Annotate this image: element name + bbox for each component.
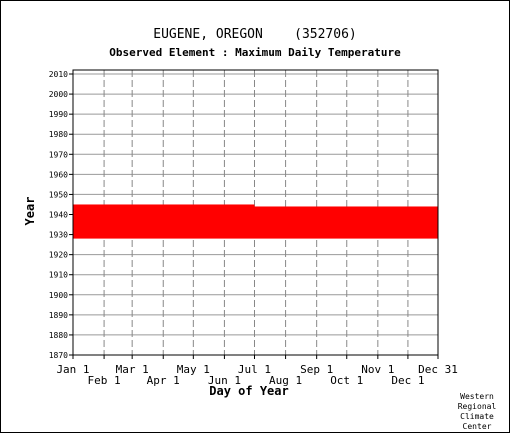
data-layer [73,204,438,239]
x-tick-label: Aug 1 [269,374,302,387]
y-tick-label: 2000 [49,90,68,99]
y-axis-label: Year [23,197,37,226]
x-tick-label: Jan 1 [56,363,89,376]
plot-border [72,69,439,356]
credit-block: Western Regional Climate Center [458,392,497,431]
y-tick-label: 1910 [49,271,68,280]
credit-line: Regional [458,402,497,411]
y-tick-label: 2010 [49,70,68,79]
y-tick-label: 1890 [49,311,68,320]
y-axis: 1870 1880 1890 1900 1910 1920 1930 1940 1950 1960… [49,70,73,360]
x-tick-label: Dec 1 [391,374,424,387]
credit-line: Center [463,422,492,431]
x-tick-label: Nov 1 [361,363,394,376]
y-tick-label: 1960 [49,170,68,179]
chart-title: EUGENE, OREGON (352706) [153,27,357,42]
y-tick-label: 1880 [49,331,68,340]
y-tick-label: 1930 [49,231,68,240]
y-tick-label: 1900 [49,291,68,300]
credit-line: Western [460,392,494,401]
y-tick-label: 1990 [49,110,68,119]
chart-subtitle: Observed Element : Maximum Daily Tempera… [109,46,401,59]
x-tick-label: Sep 1 [300,363,333,376]
y-tick-label: 1870 [49,351,68,360]
y-tick-label: 1920 [49,251,68,260]
x-tick-label: Feb 1 [88,374,121,387]
data-band [254,206,438,239]
credit-line: Climate [460,412,494,421]
x-tick-label: Oct 1 [330,374,363,387]
x-tick-label: Jun 1 [208,374,241,387]
x-axis-label: Day of Year [209,384,288,398]
y-tick-label: 1950 [49,190,68,199]
x-tick-label: Mar 1 [116,363,149,376]
x-tick-label: May 1 [177,363,210,376]
y-tick-label: 1940 [49,211,68,220]
data-band [73,204,255,239]
y-tick-label: 1970 [49,150,68,159]
x-tick-label: Dec 31 [418,363,458,376]
y-tick-label: 1980 [49,130,68,139]
x-axis: Jan 1 Mar 1 May 1 Jul 1 Sep 1 Nov 1 Dec 31 Feb … [56,355,458,387]
x-tick-label: Apr 1 [147,374,180,387]
x-tick-label: Jul 1 [238,363,271,376]
